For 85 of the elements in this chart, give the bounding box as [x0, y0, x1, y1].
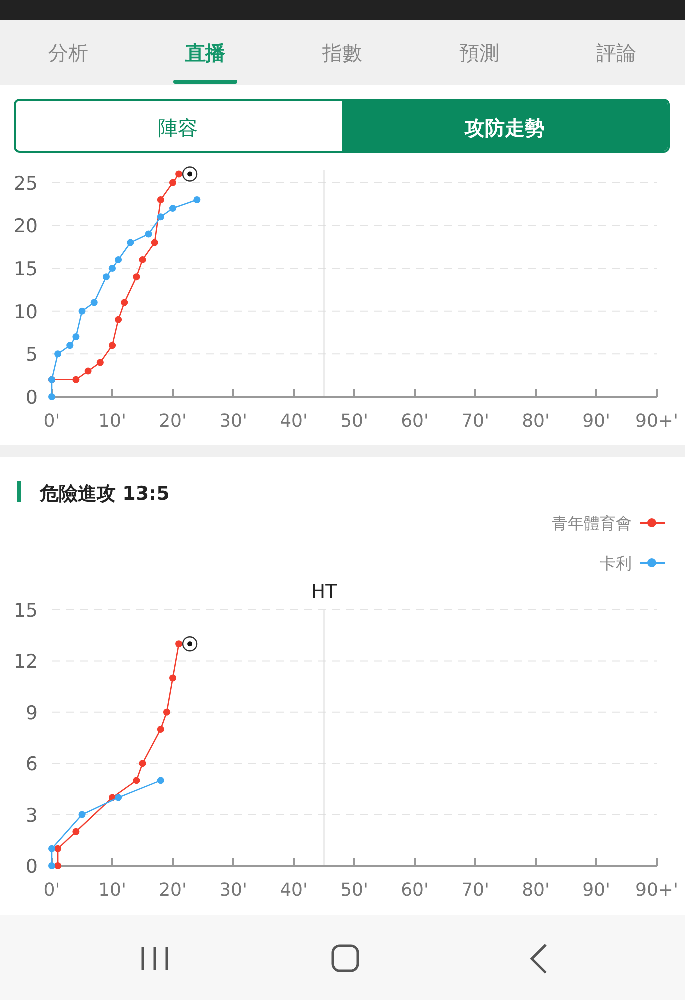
point [84, 368, 92, 375]
point [66, 342, 74, 350]
point [145, 230, 152, 238]
point [115, 316, 122, 324]
point [170, 205, 176, 212]
chart-title: 危險進攻 13:5 [39, 483, 170, 505]
text: 分析 [48, 41, 88, 65]
point [78, 308, 86, 315]
legend-label: 青年體育會 [552, 514, 632, 533]
point [157, 777, 164, 784]
x-tick-label: 80' [522, 880, 550, 901]
point [157, 214, 164, 221]
y-tick-label: 3 [26, 804, 38, 827]
x-tick-label: 0' [44, 880, 60, 901]
x-tick-label: 30' [220, 411, 248, 432]
point [78, 811, 86, 818]
x-tick-label: 50' [340, 411, 368, 432]
y-tick-label: 9 [26, 702, 38, 724]
point [157, 196, 164, 204]
point [48, 845, 56, 852]
y-tick-label: 10 [14, 301, 38, 324]
point [54, 845, 62, 852]
y-tick-label: 0 [26, 387, 38, 409]
point [127, 239, 134, 246]
x-tick-label: 30' [220, 880, 248, 901]
x-tick-label: 40' [280, 880, 308, 901]
x-tick-label: 0' [44, 411, 60, 432]
x-tick-label: 60' [401, 411, 429, 432]
point [176, 640, 183, 648]
text: 陣容 [158, 116, 198, 140]
y-tick-label: 5 [26, 344, 38, 366]
point [90, 299, 98, 306]
point [109, 265, 116, 272]
point [48, 394, 56, 400]
point [139, 256, 146, 264]
point [109, 342, 116, 350]
point [72, 334, 80, 341]
point [72, 828, 80, 836]
x-tick-label: 70' [462, 411, 490, 432]
point [151, 239, 158, 246]
legend-label: 卡利 [600, 554, 632, 573]
x-tick-label: 90' [582, 880, 610, 901]
point [133, 777, 140, 784]
x-tick-label: 40' [280, 411, 308, 432]
y-tick-label: 0 [26, 856, 38, 878]
x-tick-label: 10' [98, 880, 126, 901]
text: 指數 [322, 41, 362, 65]
point [176, 170, 183, 178]
point [139, 760, 146, 768]
x-tick-label: 60' [401, 880, 429, 901]
y-tick-label: 6 [26, 754, 38, 776]
x-tick-label: 50' [340, 880, 368, 901]
text: 攻防走勢 [464, 116, 545, 140]
point [157, 726, 164, 733]
y-tick-label: 20 [14, 216, 38, 238]
point [115, 256, 122, 264]
y-tick-label: 25 [14, 172, 38, 195]
point [163, 708, 170, 716]
point [121, 299, 128, 306]
text: 評論 [596, 41, 636, 65]
x-tick-label: 70' [462, 880, 490, 901]
text: 直播 [184, 41, 226, 65]
point [133, 274, 140, 281]
text: 預測 [460, 41, 500, 65]
point [170, 179, 176, 186]
x-tick-label: 90+' [636, 880, 678, 901]
point [54, 862, 62, 870]
x-tick-label: 10' [98, 411, 126, 432]
x-tick-label: 20' [159, 880, 187, 901]
point [102, 274, 110, 281]
point [48, 862, 56, 870]
x-tick-label: 90+' [636, 411, 678, 432]
point [115, 794, 122, 802]
ref-line-label: HT [311, 581, 338, 603]
point [194, 196, 201, 204]
point [54, 350, 62, 358]
point [170, 674, 176, 682]
point [96, 359, 104, 366]
point [72, 376, 80, 384]
x-tick-label: 80' [522, 411, 550, 432]
y-tick-label: 15 [14, 258, 38, 281]
x-tick-label: 20' [159, 411, 187, 432]
y-tick-label: 12 [14, 651, 38, 674]
y-tick-label: 15 [14, 600, 38, 622]
x-tick-label: 90' [582, 411, 610, 432]
